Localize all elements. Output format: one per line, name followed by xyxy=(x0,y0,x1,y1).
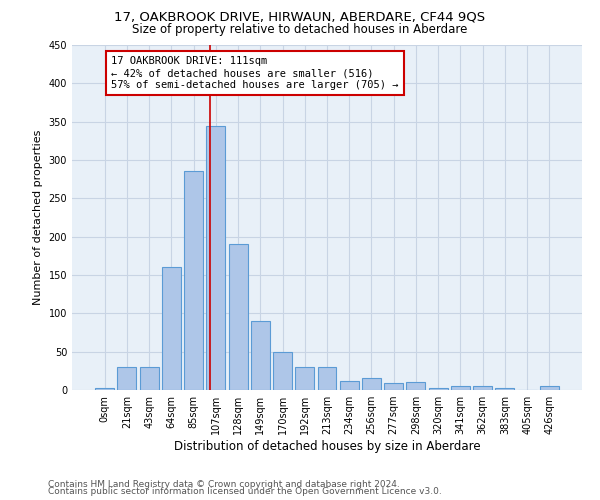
Bar xyxy=(95,388,114,390)
Bar xyxy=(118,367,136,390)
Bar xyxy=(251,321,270,390)
Bar xyxy=(429,388,448,390)
Bar xyxy=(340,381,359,390)
Text: 17 OAKBROOK DRIVE: 111sqm
← 42% of detached houses are smaller (516)
57% of semi: 17 OAKBROOK DRIVE: 111sqm ← 42% of detac… xyxy=(112,56,399,90)
Text: 17, OAKBROOK DRIVE, HIRWAUN, ABERDARE, CF44 9QS: 17, OAKBROOK DRIVE, HIRWAUN, ABERDARE, C… xyxy=(115,10,485,23)
Bar xyxy=(540,386,559,390)
Bar xyxy=(451,386,470,390)
Bar xyxy=(184,172,203,390)
Bar xyxy=(229,244,248,390)
Bar xyxy=(496,388,514,390)
X-axis label: Distribution of detached houses by size in Aberdare: Distribution of detached houses by size … xyxy=(173,440,481,453)
Text: Size of property relative to detached houses in Aberdare: Size of property relative to detached ho… xyxy=(133,22,467,36)
Bar xyxy=(406,382,425,390)
Y-axis label: Number of detached properties: Number of detached properties xyxy=(33,130,43,305)
Bar xyxy=(206,126,225,390)
Bar xyxy=(295,367,314,390)
Bar xyxy=(384,383,403,390)
Text: Contains public sector information licensed under the Open Government Licence v3: Contains public sector information licen… xyxy=(48,487,442,496)
Bar xyxy=(273,352,292,390)
Text: Contains HM Land Registry data © Crown copyright and database right 2024.: Contains HM Land Registry data © Crown c… xyxy=(48,480,400,489)
Bar xyxy=(362,378,381,390)
Bar xyxy=(473,386,492,390)
Bar xyxy=(317,367,337,390)
Bar xyxy=(140,367,158,390)
Bar xyxy=(162,268,181,390)
